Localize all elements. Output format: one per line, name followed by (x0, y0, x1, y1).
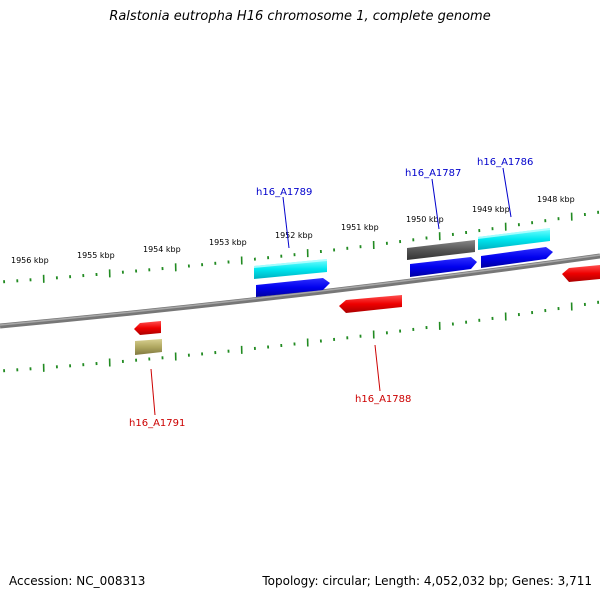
scale-label-1953: 1953 kbp (209, 238, 247, 247)
accession-text: Accession: NC_008313 (9, 574, 146, 588)
leader-line-h16-a1791 (150, 368, 156, 416)
gene-h16-a1791[interactable] (134, 321, 161, 335)
scale-label-1952: 1952 kbp (275, 231, 313, 240)
gene-label-h16-a1789[interactable]: h16_A1789 (256, 187, 312, 198)
gene-h16-a1786[interactable] (481, 247, 553, 268)
gene-label-h16-a1788[interactable]: h16_A1788 (355, 394, 411, 405)
gene-h16-a1787[interactable] (410, 257, 477, 277)
leader-line-h16-a1786 (502, 167, 512, 218)
scale-label-1950: 1950 kbp (406, 215, 444, 224)
gene-h16-a1786-cyan[interactable] (478, 228, 550, 250)
gene-h16-a1789[interactable] (256, 278, 330, 297)
scale-label-1949: 1949 kbp (472, 205, 510, 214)
gene-label-h16-a1791[interactable]: h16_A1791 (129, 418, 185, 429)
page-title: Ralstonia eutropha H16 chromosome 1, com… (109, 9, 491, 24)
gene-right-edge[interactable] (562, 265, 600, 282)
lower-scale-ticks (3, 300, 600, 373)
upper-scale-ticks (3, 210, 600, 284)
gene-h16-a1789-cyan[interactable] (254, 259, 327, 279)
scale-label-1956: 1956 kbp (11, 256, 49, 265)
gene-h16-a1788[interactable] (339, 295, 402, 313)
gene-h16-a1787-gray[interactable] (407, 240, 475, 260)
scale-label-1948: 1948 kbp (537, 195, 575, 204)
gene-label-h16-a1786[interactable]: h16_A1786 (477, 157, 533, 168)
scale-label-1951: 1951 kbp (341, 223, 379, 232)
leader-line-h16-a1788 (374, 344, 381, 392)
chromosome-backbone (0, 253, 600, 329)
gene-label-h16-a1787[interactable]: h16_A1787 (405, 168, 461, 179)
scale-label-1954: 1954 kbp (143, 245, 181, 254)
gene-h16-a1791-khaki[interactable] (135, 339, 162, 355)
leader-line-h16-a1789 (282, 196, 290, 249)
leader-line-h16-a1787 (431, 178, 440, 230)
scale-label-1955: 1955 kbp (77, 251, 115, 260)
genome-stats-text: Topology: circular; Length: 4,052,032 bp… (262, 574, 592, 588)
